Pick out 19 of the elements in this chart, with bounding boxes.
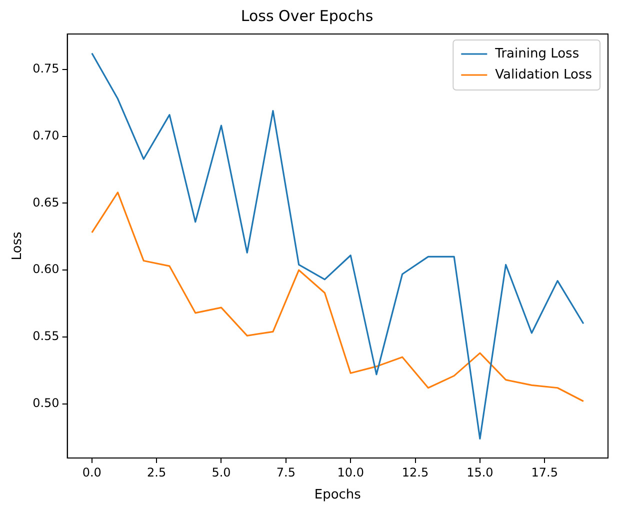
x-tick-label: 0.0: [82, 465, 102, 480]
y-tick-label: 0.60: [32, 262, 60, 276]
x-tick-label: 17.5: [531, 465, 558, 480]
x-tick-label: 10.0: [337, 465, 364, 480]
y-tick-label: 0.75: [32, 61, 60, 76]
y-tick-label: 0.55: [32, 329, 60, 344]
x-axis-title: Epochs: [314, 488, 362, 503]
legend-label: Validation Loss: [495, 67, 592, 82]
x-tick-label: 12.5: [402, 465, 429, 480]
y-axis-title: Loss: [10, 232, 26, 260]
x-tick-label: 2.5: [147, 465, 166, 480]
x-tick-label: 15.0: [466, 465, 494, 480]
chart-title: Loss Over Epochs: [240, 6, 374, 25]
x-tick-label: 7.5: [276, 465, 296, 480]
legend-label: Training Loss: [494, 46, 580, 62]
x-tick-label: 5.0: [212, 465, 231, 480]
y-tick-label: 0.70: [32, 128, 60, 142]
y-tick-label: 0.50: [32, 396, 60, 410]
y-tick-label: 0.65: [32, 195, 60, 210]
